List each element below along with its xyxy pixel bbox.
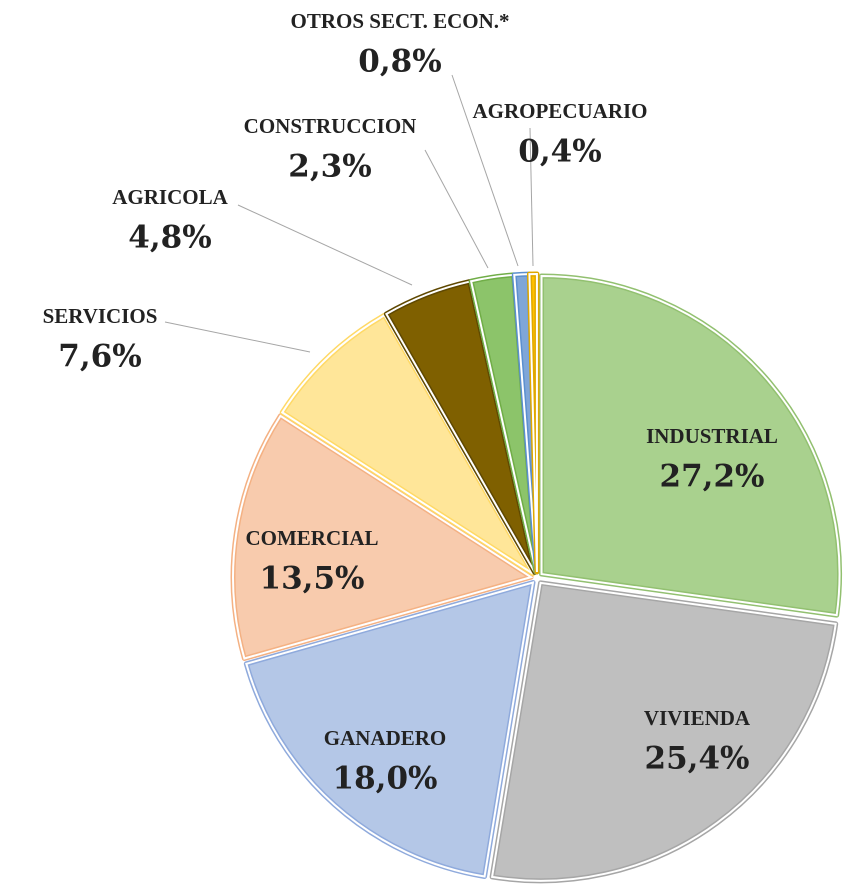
slice-separator	[528, 272, 538, 573]
slice-value-label: 0,8%	[358, 44, 441, 80]
pie-slice	[489, 580, 839, 884]
slice-value-label: 4,8%	[128, 220, 211, 256]
slice-name: COMERCIAL	[245, 526, 378, 550]
slice-name: OTROS SECT. ECON.*	[291, 9, 510, 33]
slice-value-label: 25,4%	[645, 741, 750, 777]
slice-name: AGRICOLA	[112, 185, 228, 209]
slice-value-label: 18,0%	[333, 761, 438, 797]
slice-separator	[245, 581, 535, 878]
slice-separator	[490, 581, 837, 882]
leader-line	[237, 204, 413, 286]
slice-separator	[540, 275, 841, 617]
slice-separator	[232, 414, 534, 660]
slice-separator	[280, 313, 534, 575]
leader-line	[451, 74, 519, 267]
slice-value-label: 0,4%	[518, 134, 601, 170]
slice-name: GANADERO	[324, 726, 447, 750]
slice-name: VIVIENDA	[644, 706, 751, 730]
slice-value-label: 27,2%	[660, 459, 765, 495]
slice-value-label: 7,6%	[58, 339, 141, 375]
leader-line	[164, 321, 311, 353]
slice-value-label: 13,5%	[260, 561, 365, 597]
leader-line	[529, 127, 534, 267]
slice-name: SERVICIOS	[43, 304, 158, 328]
slice-name: CONSTRUCCION	[244, 114, 417, 138]
slice-name: AGROPECUARIO	[472, 99, 647, 123]
slice-value-label: 2,3%	[288, 149, 371, 185]
leader-line	[424, 149, 489, 269]
slice-name: INDUSTRIAL	[646, 424, 778, 448]
